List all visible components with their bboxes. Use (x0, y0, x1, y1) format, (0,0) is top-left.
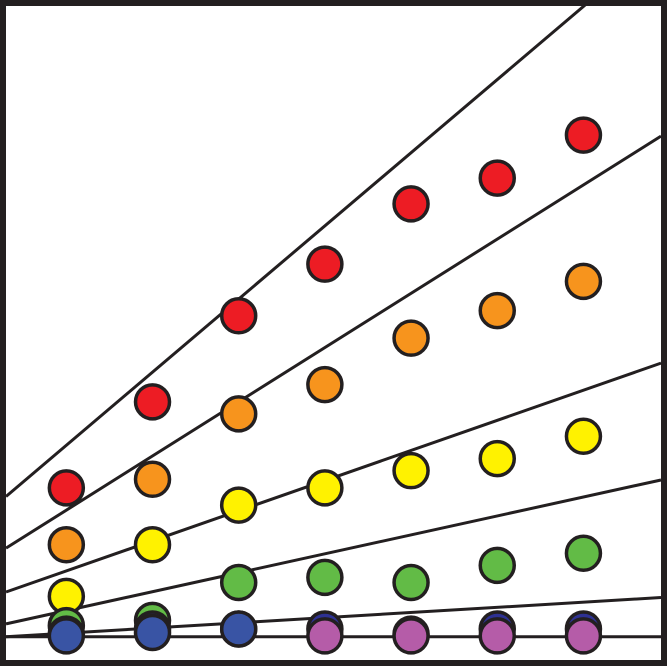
data-point-s1-6 (478, 159, 516, 197)
data-point-s4-4 (306, 558, 344, 597)
data-point-s1-3 (219, 297, 258, 335)
data-point-s7-2 (392, 617, 430, 655)
data-point-s3-4 (306, 469, 344, 507)
fit-line-4 (5, 478, 662, 626)
data-point-s4-3 (219, 563, 258, 602)
data-point-s4-7 (564, 534, 603, 573)
data-point-s3-3 (219, 486, 258, 524)
data-point-s1-4 (306, 245, 344, 283)
data-point-s2-2 (133, 460, 172, 499)
data-point-s2-5 (392, 319, 430, 357)
data-point-s3-2 (133, 525, 172, 564)
data-point-s2-7 (564, 262, 603, 301)
data-point-s2-6 (478, 291, 516, 330)
data-point-s2-3 (219, 395, 258, 433)
data-point-s6-3 (219, 610, 258, 648)
data-point-s6-2 (133, 613, 172, 652)
data-point-s2-1 (47, 525, 86, 564)
data-point-s7-1 (306, 617, 344, 655)
data-point-s7-4 (564, 617, 603, 655)
data-points (47, 116, 603, 655)
data-point-s3-5 (392, 451, 430, 490)
data-point-s7-3 (478, 617, 516, 655)
data-point-s2-4 (306, 365, 344, 404)
data-point-s1-2 (133, 383, 172, 421)
data-point-s3-7 (564, 417, 603, 456)
data-point-s1-1 (47, 469, 86, 507)
data-point-s3-6 (478, 439, 516, 478)
fit-line-1 (5, 0, 594, 498)
data-point-s4-6 (478, 546, 516, 585)
data-point-s1-5 (392, 185, 430, 223)
fit-line-2 (5, 134, 662, 550)
data-point-s1-7 (564, 116, 603, 154)
data-point-s6-1 (47, 617, 86, 655)
data-point-s4-5 (392, 563, 430, 602)
